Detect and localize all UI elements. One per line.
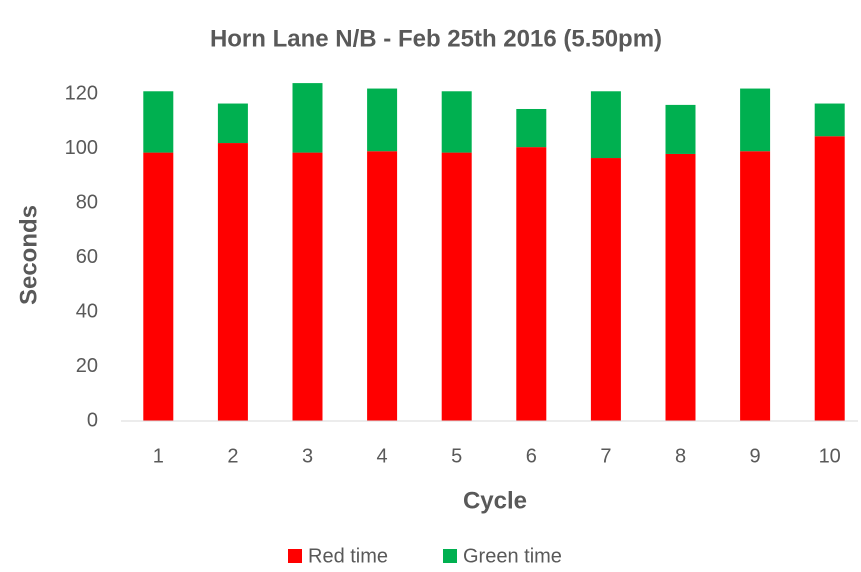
x-tick-label: 3	[302, 445, 313, 467]
legend-label: Green time	[463, 545, 562, 567]
x-axis-title: Cycle	[463, 487, 527, 514]
bar-segment	[740, 151, 771, 421]
x-tick-label: 5	[451, 445, 462, 467]
bar-segment	[516, 108, 547, 148]
y-tick-label: 60	[76, 246, 98, 268]
x-tick-label: 1	[153, 445, 164, 467]
chart-title: Horn Lane N/B - Feb 25th 2016 (5.50pm)	[210, 25, 662, 52]
x-tick-label: 9	[750, 445, 761, 467]
bar-segment	[740, 88, 771, 152]
bar-segment	[143, 91, 174, 153]
y-tick-label: 0	[87, 409, 98, 431]
bar-segment	[217, 103, 248, 144]
x-tick-label: 8	[675, 445, 686, 467]
x-tick-label: 6	[526, 445, 537, 467]
bar-segment	[292, 83, 323, 153]
bar-segment	[516, 147, 547, 421]
x-tick-label: 2	[227, 445, 238, 467]
bar-segment	[367, 151, 398, 421]
bar-segment	[590, 158, 621, 421]
y-tick-label: 100	[65, 137, 98, 159]
bar-segment	[665, 153, 696, 421]
legend-swatch	[443, 549, 457, 563]
x-tick-label: 4	[377, 445, 388, 467]
bar-segment	[367, 88, 398, 152]
y-tick-label: 20	[76, 355, 98, 377]
x-tick-label: 10	[819, 445, 841, 467]
y-tick-label: 80	[76, 191, 98, 213]
bar-segment	[441, 91, 472, 153]
bar-segment	[441, 152, 472, 421]
y-axis-title: Seconds	[15, 205, 42, 305]
bar-segment	[143, 152, 174, 421]
bar-segment	[665, 104, 696, 154]
bar-segment	[590, 91, 621, 159]
x-tick-label: 7	[600, 445, 611, 467]
bar-segment	[814, 136, 845, 422]
y-tick-label: 120	[65, 82, 98, 104]
bar-segment	[814, 103, 845, 137]
legend-swatch	[288, 549, 302, 563]
bar-segment	[292, 152, 323, 421]
y-tick-label: 40	[76, 300, 98, 322]
bar-segment	[217, 143, 248, 422]
legend-label: Red time	[308, 545, 388, 567]
